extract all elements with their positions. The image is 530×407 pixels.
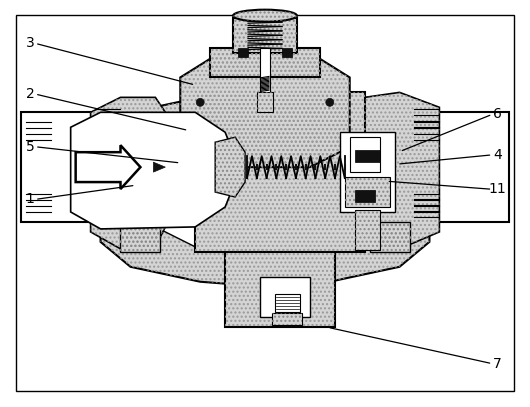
Polygon shape — [215, 137, 245, 197]
Text: 7: 7 — [493, 357, 502, 371]
Text: 5: 5 — [25, 140, 34, 154]
Ellipse shape — [196, 98, 204, 106]
Text: 2: 2 — [25, 87, 34, 101]
Polygon shape — [76, 145, 140, 189]
FancyBboxPatch shape — [195, 92, 365, 252]
FancyBboxPatch shape — [355, 190, 375, 202]
Polygon shape — [70, 112, 235, 229]
FancyBboxPatch shape — [350, 137, 379, 172]
Polygon shape — [180, 53, 350, 167]
FancyBboxPatch shape — [282, 48, 292, 57]
FancyBboxPatch shape — [225, 247, 335, 326]
Polygon shape — [101, 92, 429, 287]
FancyBboxPatch shape — [340, 132, 394, 212]
Ellipse shape — [233, 10, 297, 22]
FancyBboxPatch shape — [260, 48, 270, 97]
Ellipse shape — [326, 98, 334, 106]
Text: 11: 11 — [489, 182, 506, 196]
FancyBboxPatch shape — [410, 112, 509, 222]
Polygon shape — [91, 97, 195, 249]
FancyBboxPatch shape — [210, 48, 320, 77]
FancyBboxPatch shape — [260, 277, 310, 317]
Polygon shape — [153, 162, 165, 172]
Text: 1: 1 — [25, 193, 34, 206]
Polygon shape — [355, 162, 367, 172]
Text: 6: 6 — [493, 107, 502, 121]
FancyBboxPatch shape — [355, 150, 379, 162]
Polygon shape — [155, 132, 379, 247]
FancyBboxPatch shape — [272, 313, 302, 325]
Polygon shape — [365, 92, 439, 249]
FancyBboxPatch shape — [120, 222, 161, 252]
FancyBboxPatch shape — [369, 222, 410, 252]
FancyBboxPatch shape — [233, 18, 297, 53]
FancyBboxPatch shape — [355, 210, 379, 250]
FancyBboxPatch shape — [21, 112, 120, 222]
FancyBboxPatch shape — [238, 48, 248, 57]
FancyBboxPatch shape — [257, 92, 273, 112]
FancyBboxPatch shape — [275, 294, 300, 312]
Text: 3: 3 — [25, 36, 34, 50]
Text: 4: 4 — [493, 148, 502, 162]
FancyBboxPatch shape — [344, 177, 390, 207]
